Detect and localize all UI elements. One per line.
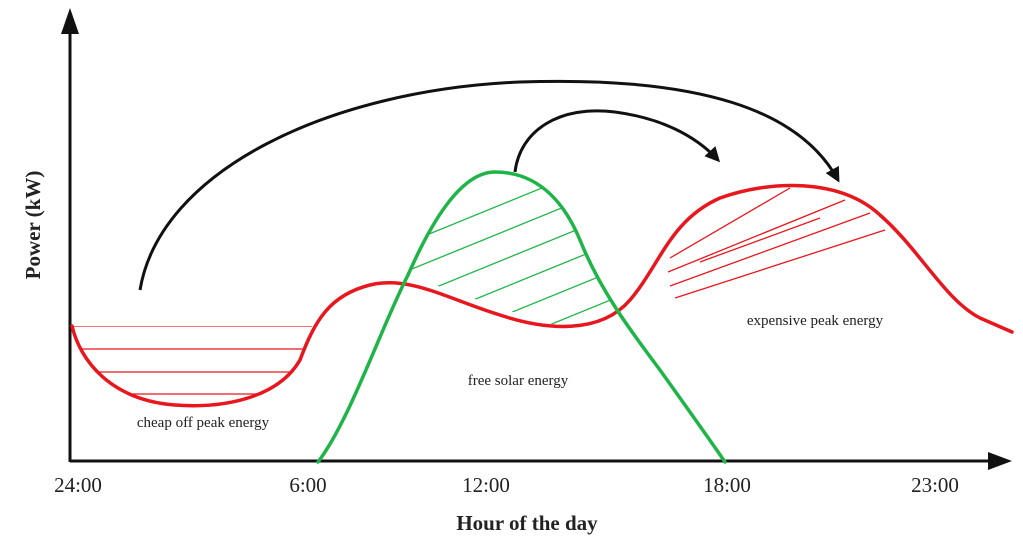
y-axis-arrowhead <box>61 8 79 34</box>
x-axis-arrowhead <box>988 452 1012 470</box>
x-tick-label: 6:00 <box>289 473 326 497</box>
y-axis-title: Power (kW) <box>21 171 45 280</box>
expensive-hatch <box>667 187 886 299</box>
shift-arrow-offpeak <box>138 79 840 291</box>
x-axis-title: Hour of the day <box>456 511 598 535</box>
cheap-hatch <box>72 326 312 395</box>
shift-arrow-solar <box>513 109 721 173</box>
solar-curve <box>316 170 727 464</box>
x-tick-label: 24:00 <box>54 473 102 497</box>
solar-energy-label: free solar energy <box>468 373 569 389</box>
x-tick-label: 12:00 <box>462 473 510 497</box>
axes <box>68 30 1000 463</box>
cheap-energy-label: cheap off peak energy <box>137 415 270 431</box>
load-curve <box>70 183 1014 408</box>
expensive-energy-label: expensive peak energy <box>747 313 884 329</box>
x-tick-label: 18:00 <box>703 473 751 497</box>
x-tick-label: 23:00 <box>911 473 959 497</box>
